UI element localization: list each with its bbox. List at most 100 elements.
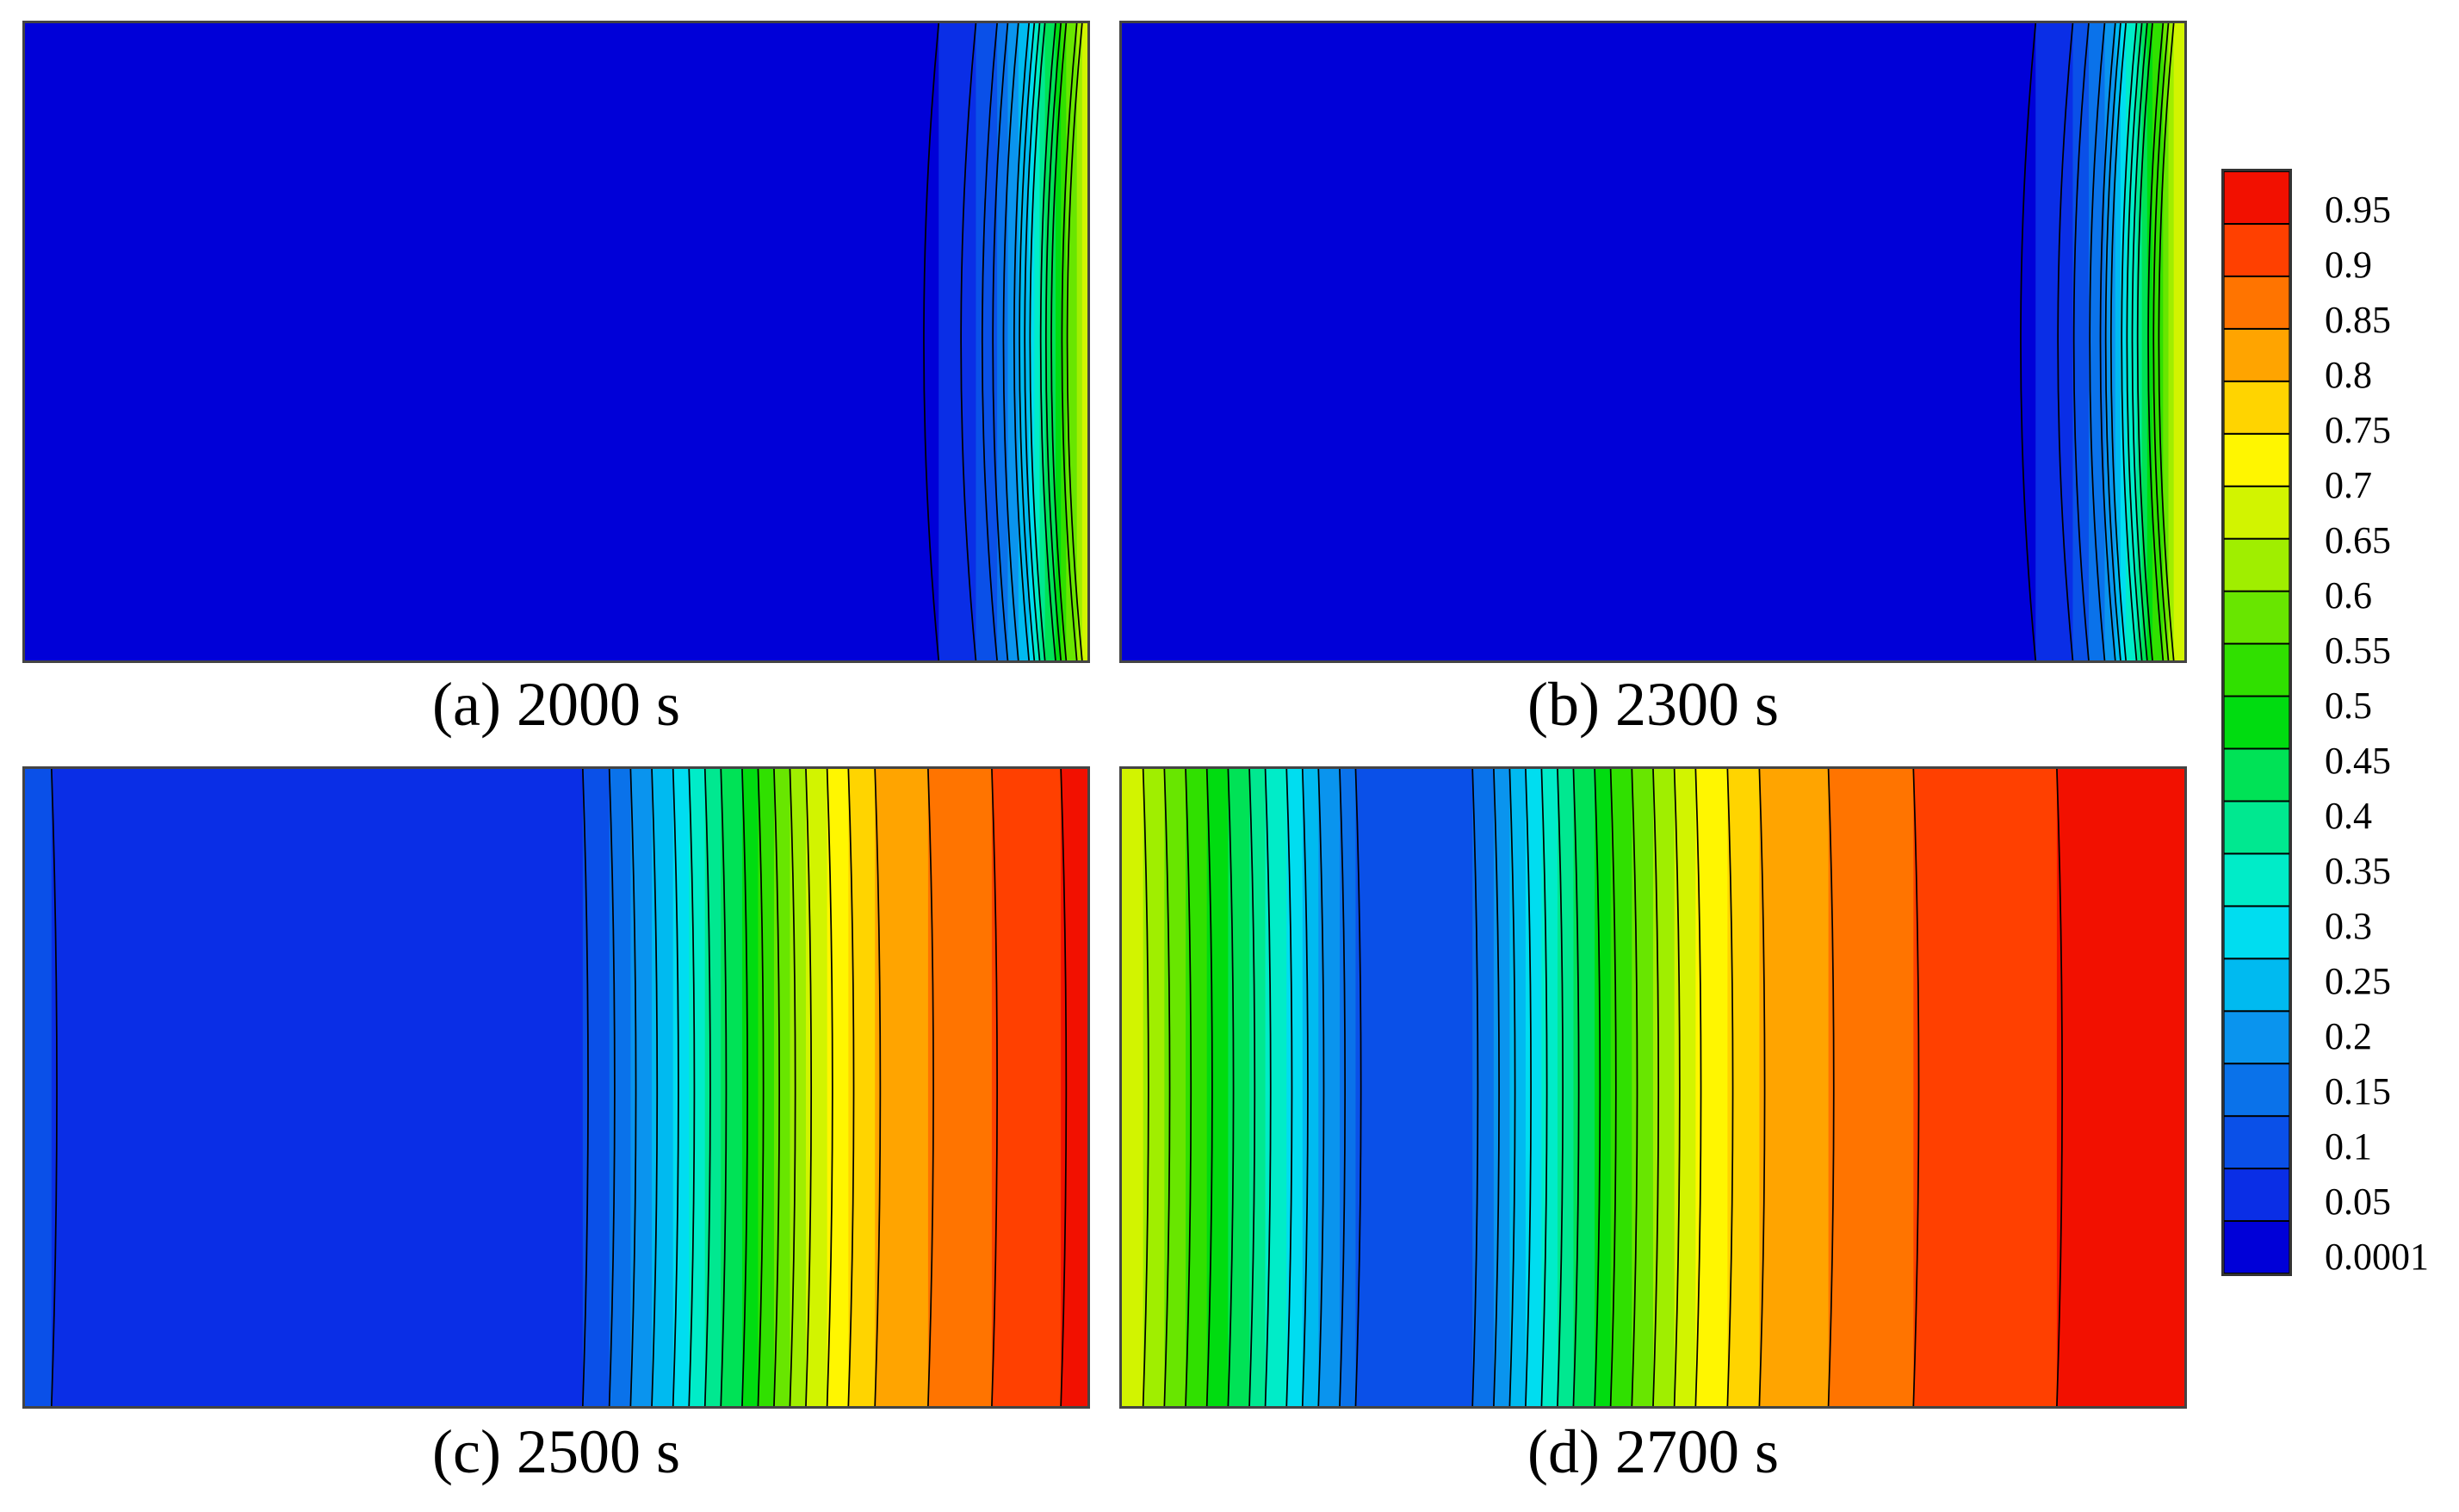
- contour-band: [2115, 769, 2121, 1406]
- contour-band: [62, 769, 69, 1406]
- contour-band: [1844, 769, 1851, 1406]
- contour-band: [402, 769, 408, 1406]
- contour-band: [89, 23, 95, 660]
- contour-band: [816, 769, 823, 1406]
- contour-band: [1637, 23, 1644, 660]
- contour-band: [327, 23, 334, 660]
- contour-band: [2152, 769, 2159, 1406]
- contour-line: [960, 23, 977, 660]
- contour-band: [715, 769, 722, 1406]
- contour-band: [1637, 769, 1644, 1406]
- contour-band: [1154, 23, 1160, 660]
- contour-band: [1446, 23, 1452, 660]
- contour-band: [444, 23, 451, 660]
- contour-band: [158, 769, 164, 1406]
- contour-band: [2152, 23, 2159, 660]
- contour-band: [434, 769, 441, 1406]
- contour-band: [1318, 769, 1325, 1406]
- contour-band: [1002, 769, 1009, 1406]
- contour-band: [811, 769, 818, 1406]
- contour-band: [1066, 23, 1073, 660]
- contour-band: [1265, 23, 1272, 660]
- contour-band: [1865, 23, 1872, 660]
- contour-band: [1759, 23, 1766, 660]
- colorbar-label: 0.85: [2325, 299, 2391, 341]
- contour-band: [800, 23, 807, 660]
- contour-band: [577, 769, 584, 1406]
- contour-band: [1148, 23, 1155, 660]
- contour-band: [1711, 23, 1718, 660]
- contour-band: [1435, 23, 1441, 660]
- contour-band: [375, 23, 382, 660]
- contour-band: [1371, 769, 1378, 1406]
- contour-band: [1275, 769, 1282, 1406]
- contour-band: [736, 23, 743, 660]
- contour-band: [2078, 23, 2084, 660]
- contour-band: [1275, 23, 1282, 660]
- contour-band: [349, 769, 356, 1406]
- contour-band: [678, 23, 684, 660]
- contour-band: [1855, 23, 1861, 660]
- contour-band: [253, 23, 260, 660]
- contour-band: [1674, 769, 1681, 1406]
- contour-band: [460, 769, 467, 1406]
- contour-band: [1509, 769, 1516, 1406]
- contour-band: [1737, 769, 1744, 1406]
- contour-band: [986, 769, 993, 1406]
- contour-band: [1339, 23, 1346, 660]
- contour-band: [523, 23, 530, 660]
- contour-band: [784, 769, 791, 1406]
- contour-band: [1531, 23, 1538, 660]
- contour-band: [423, 23, 430, 660]
- contour-band: [1270, 23, 1277, 660]
- contour-band: [307, 769, 313, 1406]
- contour-band: [1972, 769, 1979, 1406]
- contour-band: [195, 769, 201, 1406]
- contour-band: [1663, 769, 1670, 1406]
- contour-band: [864, 769, 870, 1406]
- contour-band: [1642, 23, 1649, 660]
- contour-band: [1143, 23, 1149, 660]
- contour-band: [1918, 769, 1925, 1406]
- contour-band: [57, 23, 63, 660]
- contour-band: [285, 23, 292, 660]
- contour-band: [492, 769, 499, 1406]
- contour-band: [949, 23, 956, 660]
- contour-band: [758, 23, 765, 660]
- contour-band: [449, 769, 456, 1406]
- contour-band: [2141, 23, 2148, 660]
- contour-band: [981, 769, 988, 1406]
- contour-line: [1185, 769, 1192, 1406]
- contour-band: [545, 769, 552, 1406]
- contour-line: [927, 769, 934, 1406]
- contour-band: [1595, 769, 1601, 1406]
- contour-band: [657, 23, 664, 660]
- contour-band: [1350, 23, 1357, 660]
- contour-band: [779, 769, 786, 1406]
- contour-line: [773, 769, 781, 1406]
- contour-band: [2131, 23, 2138, 660]
- contour-band: [1249, 23, 1255, 660]
- contour-band: [189, 769, 196, 1406]
- contour-band: [1081, 769, 1087, 1406]
- contour-band: [503, 769, 510, 1406]
- contour-band: [136, 769, 143, 1406]
- contour-band: [800, 769, 807, 1406]
- contour-band: [1690, 23, 1697, 660]
- contour-line: [1594, 769, 1601, 1406]
- colorbar-label: 0.65: [2325, 519, 2391, 561]
- contour-band: [513, 23, 520, 660]
- contour-band: [2146, 23, 2153, 660]
- contour-band: [173, 23, 180, 660]
- contour-band: [1281, 23, 1288, 660]
- contour-band: [30, 23, 37, 660]
- contour-band: [1169, 23, 1176, 660]
- contour-band: [1977, 769, 1984, 1406]
- contour-band: [2019, 769, 2026, 1406]
- contour-band: [1137, 769, 1144, 1406]
- contour-band: [1302, 769, 1309, 1406]
- contour-line: [1050, 23, 1068, 660]
- contour-band: [1023, 23, 1030, 660]
- contour-band: [1472, 769, 1479, 1406]
- contour-band: [1706, 769, 1713, 1406]
